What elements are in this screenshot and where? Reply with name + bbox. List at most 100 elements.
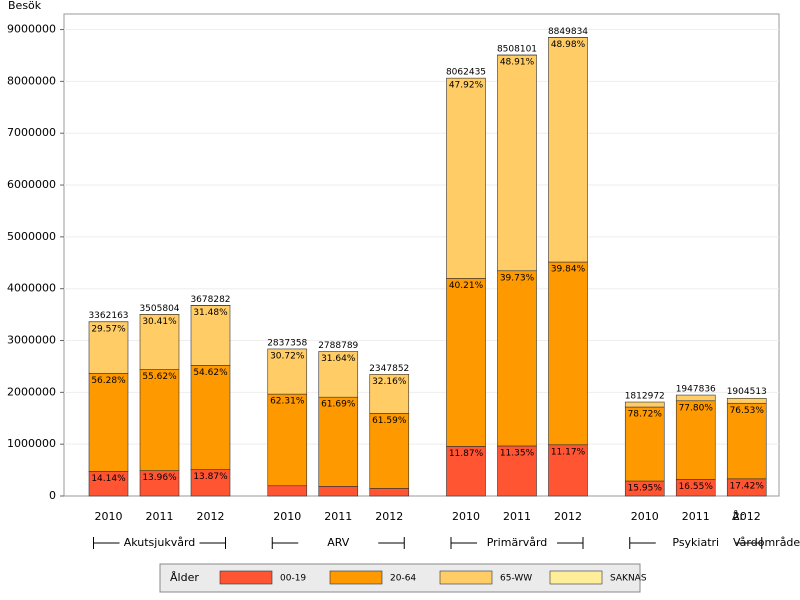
group-label: Primärvård (487, 536, 548, 549)
y-tick-label: 8000000 (7, 74, 56, 87)
y-tick-label: 2000000 (7, 385, 56, 398)
legend-title: Ålder (170, 571, 199, 584)
y-axis-title: Besök (8, 0, 42, 12)
legend-swatch (219, 570, 273, 585)
bar-segment (318, 351, 359, 398)
bar-segment (675, 394, 716, 402)
bar-segment (548, 37, 588, 263)
y-tick-label: 6000000 (7, 178, 56, 191)
share-label: 48.91% (500, 58, 535, 68)
share-label: 17.42% (730, 481, 765, 491)
x-tick-label: 2012 (197, 510, 225, 523)
x-tick-label: 2010 (452, 510, 480, 523)
share-label: 56.28% (91, 376, 126, 386)
x-tick-label: 2010 (273, 510, 301, 523)
share-label: 16.55% (679, 482, 714, 492)
total-label: 2347852 (369, 364, 409, 374)
bar-segment (267, 485, 308, 497)
share-label: 29.57% (91, 324, 126, 334)
bar-segment (267, 393, 308, 487)
x-tick-label: 2010 (631, 510, 659, 523)
group-label: ARV (327, 536, 350, 549)
bar-segment (369, 374, 410, 414)
x-tick-label: 2012 (733, 510, 761, 523)
bar-segment (88, 471, 129, 497)
bar-segment (369, 488, 410, 497)
x-tick-label: 2011 (146, 510, 174, 523)
x-tick-label: 2011 (503, 510, 531, 523)
x-tick-label: 2012 (375, 510, 403, 523)
legend-label: 65-WW (500, 574, 532, 584)
share-label: 14.14% (91, 474, 126, 484)
share-label: 76.53% (730, 406, 765, 416)
bar-segment (190, 305, 231, 366)
share-label: 61.69% (321, 400, 356, 410)
total-label: 8508101 (497, 45, 537, 55)
bar-segment (726, 402, 767, 480)
legend-label: 20-64 (390, 574, 416, 584)
y-tick-label: 0 (49, 489, 56, 502)
bar-segment (446, 77, 486, 279)
group-label: Akutsjukvård (124, 536, 196, 549)
share-label: 31.48% (193, 308, 228, 318)
share-label: 11.35% (500, 448, 535, 458)
share-label: 32.16% (372, 377, 407, 387)
legend-label: SAKNAS (610, 574, 647, 584)
share-label: 11.17% (551, 447, 586, 457)
bar-segment (726, 397, 767, 404)
total-label: 2788789 (318, 341, 358, 351)
total-label: 3678282 (190, 295, 230, 305)
bar-segment (548, 444, 588, 497)
bar-segment (675, 400, 716, 480)
share-label: 13.87% (193, 472, 228, 482)
y-tick-label: 1000000 (7, 437, 56, 450)
total-label: 8062435 (446, 68, 486, 78)
share-label: 40.21% (449, 281, 484, 291)
share-label: 13.96% (142, 473, 177, 483)
share-label: 48.98% (551, 40, 586, 50)
group-axis-title: Vårdområde (733, 536, 800, 549)
share-label: 47.92% (449, 81, 484, 91)
bar-segment (88, 321, 129, 374)
share-label: 54.62% (193, 368, 228, 378)
y-tick-label: 7000000 (7, 126, 56, 139)
total-label: 3505804 (139, 304, 179, 314)
bar-segment (446, 278, 486, 447)
bar-segment (446, 446, 486, 497)
bar-segment (497, 270, 537, 447)
bar-segment (318, 486, 359, 497)
x-tick-label: 2011 (324, 510, 352, 523)
share-label: 30.41% (142, 317, 177, 327)
bar-segment (139, 470, 180, 497)
x-axis-title: År (732, 510, 745, 523)
x-tick-label: 2011 (682, 510, 710, 523)
share-label: 39.84% (551, 265, 586, 275)
x-tick-label: 2012 (554, 510, 582, 523)
total-label: 1904513 (727, 387, 767, 397)
total-label: 2837358 (267, 338, 307, 348)
bar-segment (318, 396, 359, 487)
share-label: 31.64% (321, 354, 356, 364)
share-label: 39.73% (500, 273, 535, 283)
share-label: 62.31% (270, 397, 305, 407)
bar-segment (624, 406, 665, 482)
legend-swatch (329, 570, 383, 585)
y-tick-label: 9000000 (7, 23, 56, 36)
bar-segment (190, 365, 231, 470)
bar-segment (88, 372, 129, 472)
bar-segment (369, 413, 410, 489)
bar-segment (624, 401, 665, 408)
bar-segment (497, 445, 537, 497)
legend-swatch (439, 570, 493, 585)
bar-segment (497, 54, 537, 272)
y-tick-label: 4000000 (7, 282, 56, 295)
share-label: 30.72% (270, 351, 305, 361)
share-label: 77.80% (679, 403, 714, 413)
group-label: Psykiatri (672, 536, 719, 549)
share-label: 78.72% (628, 410, 663, 420)
bar-segment (139, 314, 180, 370)
total-label: 3362163 (88, 311, 128, 321)
share-label: 55.62% (142, 372, 177, 382)
y-tick-label: 5000000 (7, 230, 56, 243)
